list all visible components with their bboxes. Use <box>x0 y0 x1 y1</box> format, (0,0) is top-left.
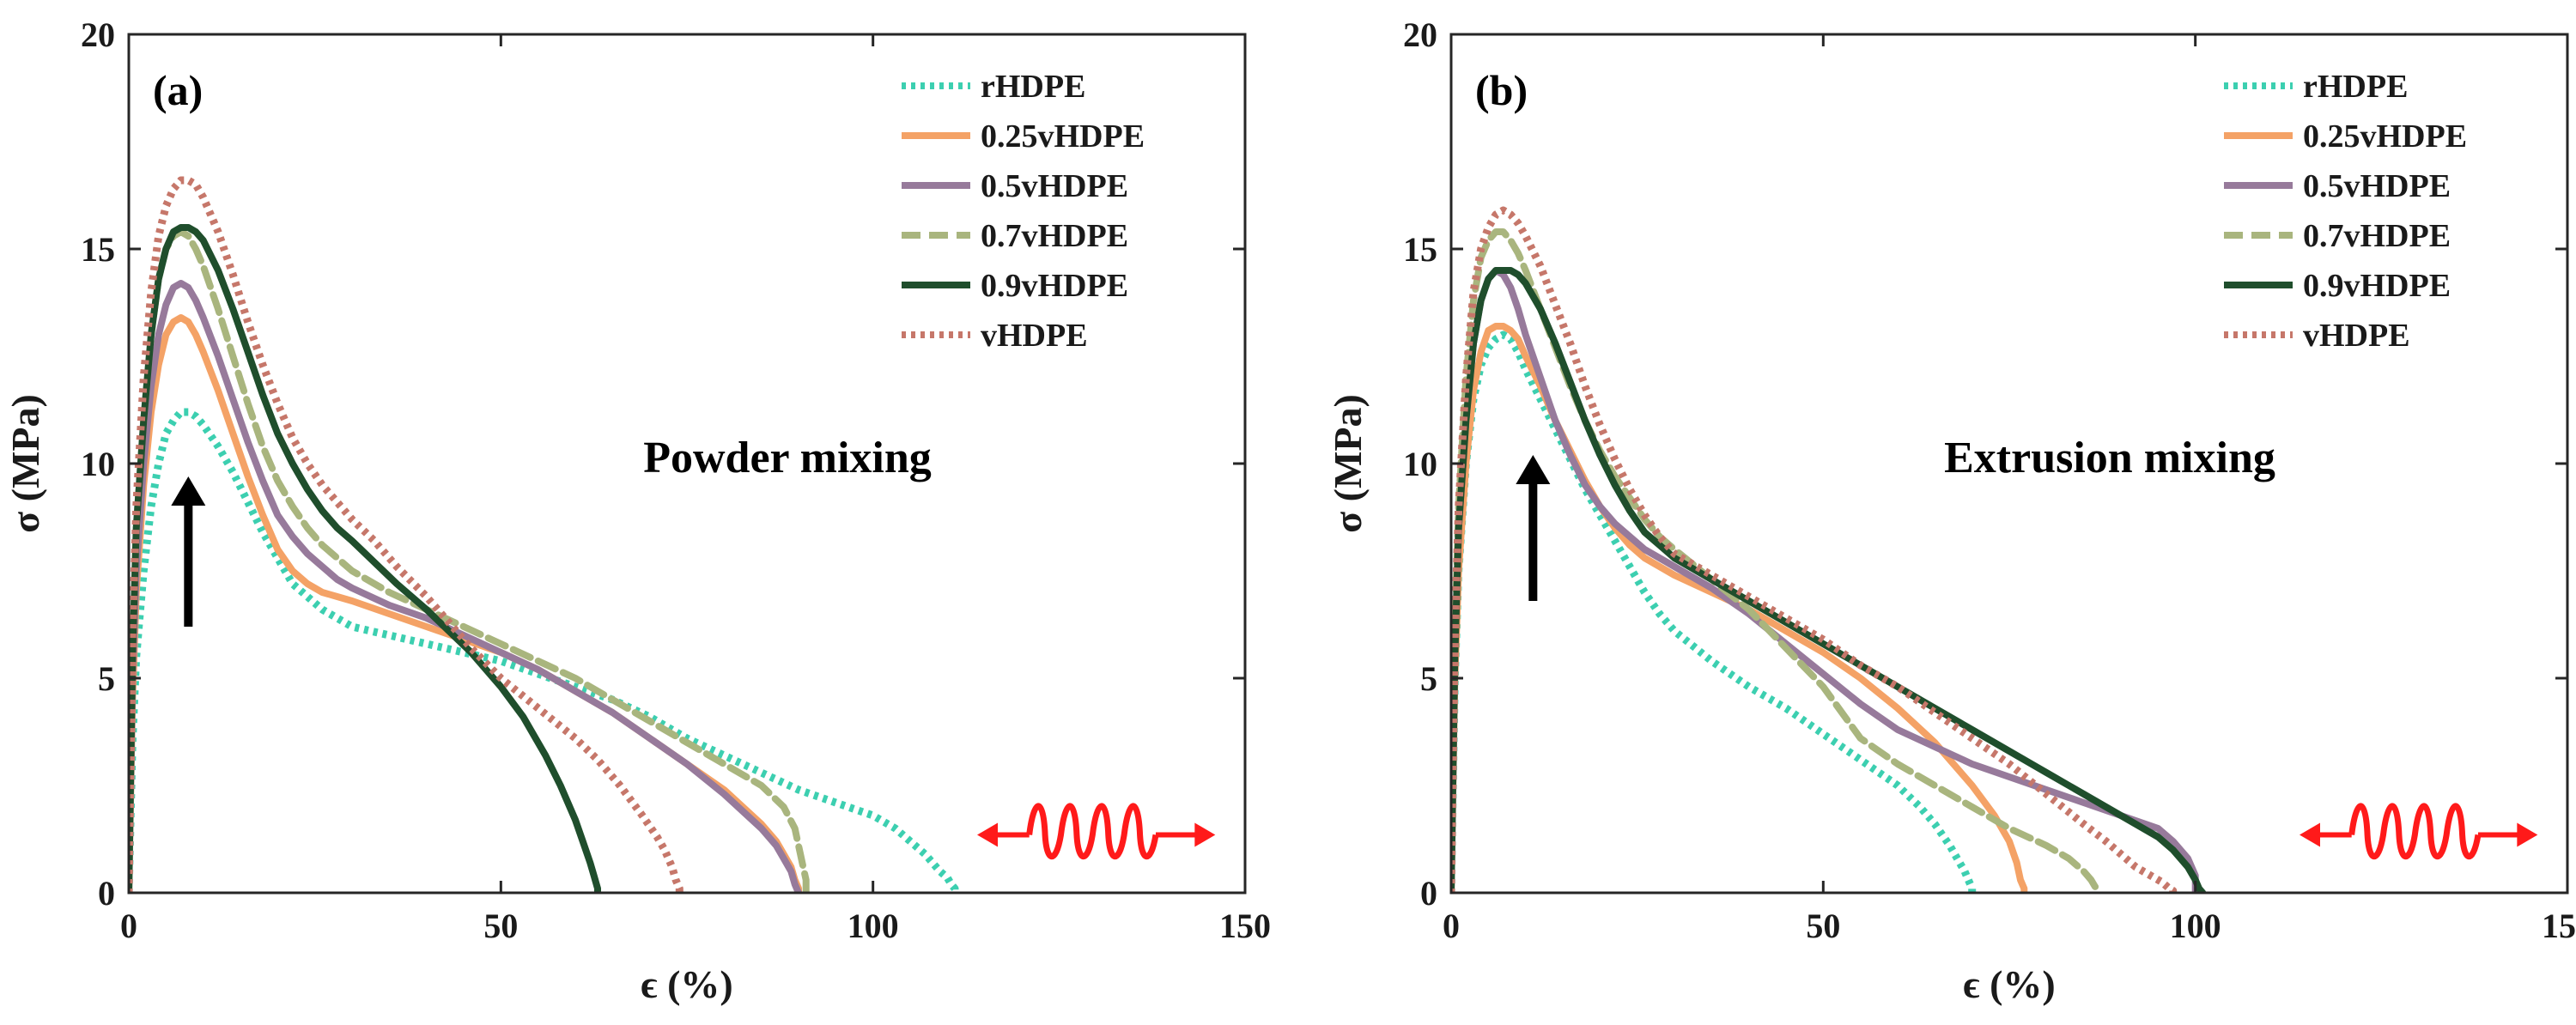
y-tick-label: 10 <box>81 445 115 483</box>
legend-entry: 0.9vHDPE <box>2303 268 2451 304</box>
y-tick-label: 15 <box>81 230 115 269</box>
series-group <box>129 176 959 893</box>
legend: rHDPE 0.25vHDPE 0.5vHDPE 0.7vHDPE 0.9vHDPE vH… <box>902 69 1145 354</box>
y-tick-label: 5 <box>1420 659 1437 698</box>
series-line-0_9vHDPE <box>129 224 601 893</box>
y-tick-label: 0 <box>98 874 115 913</box>
series-line-rHDPE <box>1451 331 1977 893</box>
legend-entry: 0.9vHDPE <box>981 268 1128 304</box>
x-tick-label: 100 <box>848 907 899 945</box>
legend-entry: rHDPE <box>2303 69 2408 105</box>
legend-entry: 0.25vHDPE <box>981 118 1145 155</box>
legend-entry: 0.5vHDPE <box>2303 168 2451 204</box>
x-tick-label: 50 <box>483 907 518 945</box>
y-tick-label: 20 <box>81 15 115 54</box>
mixing-annotation: Extrusion mixing <box>1944 434 2275 482</box>
up-arrow-head <box>1516 455 1551 484</box>
series-line-0_9vHDPE <box>1451 267 2207 893</box>
legend-entry: vHDPE <box>2303 318 2410 354</box>
legend: rHDPE 0.25vHDPE 0.5vHDPE 0.7vHDPE 0.9vHDPE vH… <box>2224 69 2467 354</box>
y-axis-label: σ (MPa) <box>3 394 47 533</box>
panel-label: (b) <box>1475 66 1528 114</box>
chart-panel-2: 0 50 100 150 0 5 10 15 20 ϵ (%) σ (MPa) (b) Extrusio… <box>1326 15 2576 1006</box>
legend-entry: 0.5vHDPE <box>981 168 1128 204</box>
up-arrow-head <box>171 476 206 506</box>
series-line-vHDPE <box>1451 206 2178 893</box>
y-tick-label: 10 <box>1403 445 1437 483</box>
x-tick-label: 150 <box>2542 907 2576 945</box>
y-tick-label: 0 <box>1420 874 1437 913</box>
legend-entry: rHDPE <box>981 69 1085 105</box>
y-tick-label: 5 <box>98 659 115 698</box>
series-line-0_25vHDPE <box>129 314 802 893</box>
legend-entry: 0.7vHDPE <box>981 218 1128 254</box>
y-tick-label: 15 <box>1403 230 1437 269</box>
legend-entry: 0.25vHDPE <box>2303 118 2467 155</box>
y-axis-label: σ (MPa) <box>1326 394 1370 533</box>
panel-label: (a) <box>153 66 203 114</box>
x-tick-label: 100 <box>2170 907 2221 945</box>
chart-panel-1: 0 50 100 150 0 5 10 15 20 ϵ (%) σ (MPa) (a) Powder m… <box>3 15 1271 1006</box>
legend-entry: vHDPE <box>981 318 1088 354</box>
x-tick-label: 150 <box>1219 907 1271 945</box>
series-line-vHDPE <box>129 176 683 893</box>
x-tick-label: 0 <box>1443 907 1460 945</box>
legend-entry: 0.7vHDPE <box>2303 218 2451 254</box>
series-group <box>1451 206 2207 893</box>
series-line-0_25vHDPE <box>1451 323 2028 893</box>
x-axis-label: ϵ (%) <box>641 962 733 1006</box>
tension-spring-icon <box>977 803 1216 859</box>
x-tick-label: 50 <box>1806 907 1840 945</box>
series-line-0_7vHDPE <box>129 228 810 893</box>
x-tick-label: 0 <box>120 907 137 945</box>
mixing-annotation: Powder mixing <box>643 434 932 482</box>
series-line-0_5vHDPE <box>129 280 802 893</box>
tension-spring-icon <box>2300 803 2538 859</box>
x-axis-label: ϵ (%) <box>1963 962 2056 1006</box>
y-tick-label: 20 <box>1403 15 1437 54</box>
